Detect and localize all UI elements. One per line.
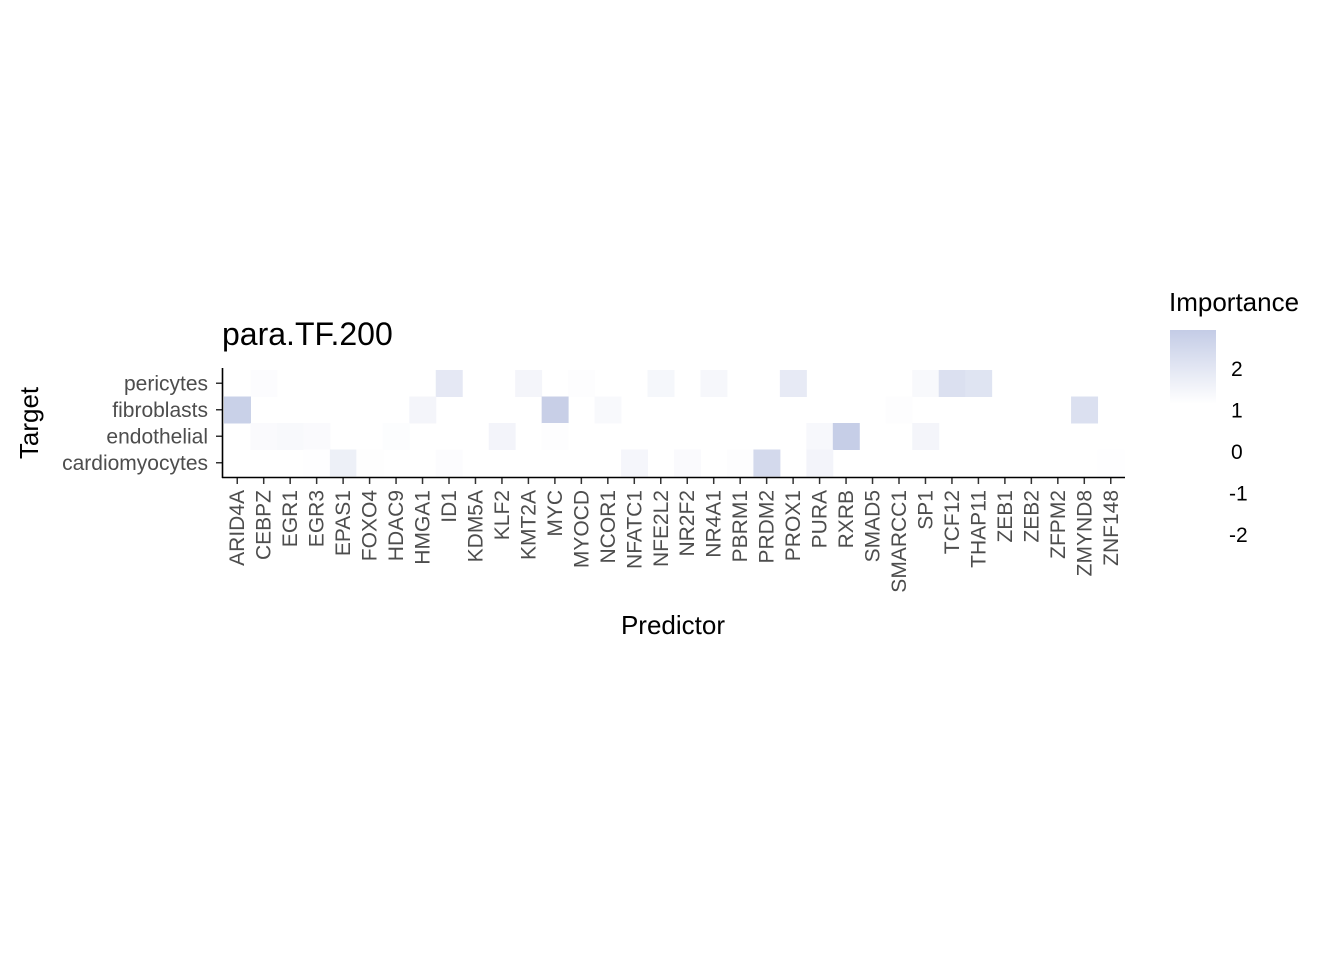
legend: Importance 2 1 0 -1 -2 [1169,287,1299,547]
x-tick-label: KDM5A [465,490,488,562]
heatmap-cell-endothelial-ZEB2 [1018,423,1046,450]
heatmap-cell-endothelial-HDAC9 [382,423,410,450]
x-tick-label: ZEB2 [1020,490,1043,543]
heatmap-cell-pericytes-CEBPZ [250,370,278,397]
heatmap-cells [224,370,1125,477]
y-tick-label: pericytes [124,372,208,395]
heatmap-cell-endothelial-PURA [806,423,834,450]
heatmap-cell-endothelial-KLF2 [488,423,516,450]
heatmap-cell-fibroblasts-NCOR1 [594,396,622,424]
heatmap-cell-pericytes-SP1 [912,370,940,397]
x-tick-label: FOXO4 [359,490,382,562]
y-tick-label: endothelial [106,425,208,448]
x-tick-label: NFATC1 [623,490,646,569]
heatmap-cell-endothelial-SP1 [912,423,940,450]
x-tick-label: KLF2 [491,490,514,540]
legend-title: Importance [1169,287,1299,317]
legend-break-label: -2 [1229,524,1248,547]
heatmap-cell-cardiomyocytes-ZNF148 [1097,449,1125,477]
legend-break-label: -1 [1229,483,1248,506]
heatmap-cell-cardiomyocytes-NR2F2 [674,449,701,477]
x-tick-label: TCF12 [941,490,964,554]
legend-break-label: 0 [1231,441,1243,464]
heatmap-cell-fibroblasts-MYC [541,396,569,424]
heatmap-cell-cardiomyocytes-PRDM2 [753,449,781,477]
x-tick-label: EGR3 [306,490,329,547]
heatmap-cell-pericytes-ID1 [435,370,463,397]
x-tick-label: HDAC9 [385,490,408,561]
y-axis-title: Target [14,386,44,459]
x-tick-label: NCOR1 [597,490,620,564]
x-tick-label: PBRM1 [729,490,752,562]
heatmap-cell-fibroblasts-ZMYND8 [1071,396,1099,424]
x-tick-label: ZMYND8 [1073,490,1096,576]
heatmap-cell-cardiomyocytes-NFATC1 [621,449,649,477]
x-tick-label: MYOCD [570,490,593,568]
heatmap-cell-endothelial-RXRB [832,423,860,450]
x-tick-label: SMAD5 [862,490,885,562]
legend-break-label: 2 [1231,358,1243,381]
heatmap-cell-pericytes-TCF12 [938,370,966,397]
x-tick-label: ZEB1 [994,490,1017,543]
heatmap-cell-fibroblasts-HMGA1 [409,396,437,424]
heatmap-cell-endothelial-EGR1 [276,423,304,450]
x-tick-label: PURA [809,490,832,548]
y-tick-label: cardiomyocytes [62,452,208,475]
x-tick-label: CEBPZ [253,490,276,560]
x-axis-ticks: ARID4A CEBPZ EGR1 EGR3 EPAS1 FOXO4 HDAC9 HMGA1 I… [226,478,1123,593]
heatmap-cell-pericytes-PROX1 [779,370,807,397]
x-tick-label: ID1 [438,490,461,523]
heatmap-cell-endothelial-CEBPZ [250,423,278,450]
heatmap-cell-fibroblasts-ARID4A [224,396,251,424]
heatmap-cell-pericytes-NR4A1 [700,370,728,397]
heatmap-cell-pericytes-KMT2A [515,370,543,397]
x-tick-label: ZFPM2 [1047,490,1070,559]
x-tick-label: PROX1 [782,490,805,561]
legend-labels: 2 1 0 -1 -2 [1229,358,1248,547]
x-tick-label: THAP11 [967,490,990,568]
heatmap-cell-endothelial-MYC [541,423,569,450]
heatmap-cell-cardiomyocytes-PBRM1 [726,449,754,477]
heatmap-cell-cardiomyocytes-ID1 [435,449,463,477]
x-tick-label: RXRB [835,490,858,548]
x-tick-label: KMT2A [517,490,540,560]
x-tick-label: SP1 [915,490,938,530]
x-tick-label: SMARCC1 [888,490,911,593]
x-tick-label: EGR1 [279,490,302,547]
heatmap-cell-pericytes-MYOCD [568,370,596,397]
x-tick-label: ARID4A [226,490,249,566]
heatmap-cell-endothelial-EGR3 [303,423,331,450]
x-tick-label: HMGA1 [412,490,435,565]
heatmap-cell-pericytes-NFE2L2 [647,370,675,397]
y-tick-label: fibroblasts [112,399,208,422]
heatmap-cell-cardiomyocytes-PURA [806,449,834,477]
x-tick-label: ZNF148 [1100,490,1123,566]
heatmap-cell-cardiomyocytes-EGR3 [303,449,331,477]
x-tick-label: NR2F2 [676,490,699,557]
heatmap-cell-pericytes-THAP11 [965,370,993,397]
x-tick-label: EPAS1 [332,490,355,556]
x-tick-label: MYC [544,490,567,537]
heatmap-cell-cardiomyocytes-FOXO4 [356,449,384,477]
heatmap-cell-cardiomyocytes-EPAS1 [329,449,357,477]
heatmap-cell-fibroblasts-SMARCC1 [885,396,913,424]
x-tick-label: NR4A1 [703,490,726,558]
x-tick-label: NFE2L2 [650,490,673,567]
legend-colorbar [1170,330,1216,404]
y-axis-ticks: pericytes fibroblasts endothelial cardiomyo… [62,372,222,475]
legend-break-label: 1 [1231,400,1243,423]
x-axis-title: Predictor [621,610,725,640]
x-tick-label: PRDM2 [756,490,779,564]
chart-title: para.TF.200 [222,316,393,352]
heatmap-cell-fibroblasts-ZFPM2 [1044,396,1072,424]
